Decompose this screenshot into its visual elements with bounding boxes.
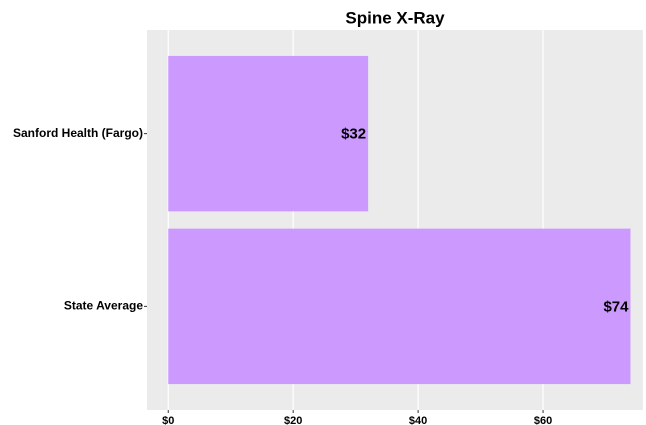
- bar: [168, 228, 631, 385]
- value-label: $32: [341, 126, 366, 143]
- bar: [168, 55, 369, 212]
- value-label: $74: [603, 298, 629, 315]
- x-tick-label: $20: [284, 415, 302, 425]
- x-tick-label: $40: [409, 415, 427, 425]
- y-tick-label: State Average: [64, 299, 143, 313]
- chart-title: Spine X-Ray: [345, 8, 445, 27]
- x-tick-label: $0: [162, 415, 174, 425]
- y-tick-label: Sanford Health (Fargo): [13, 126, 143, 140]
- x-tick-label: $60: [534, 415, 552, 425]
